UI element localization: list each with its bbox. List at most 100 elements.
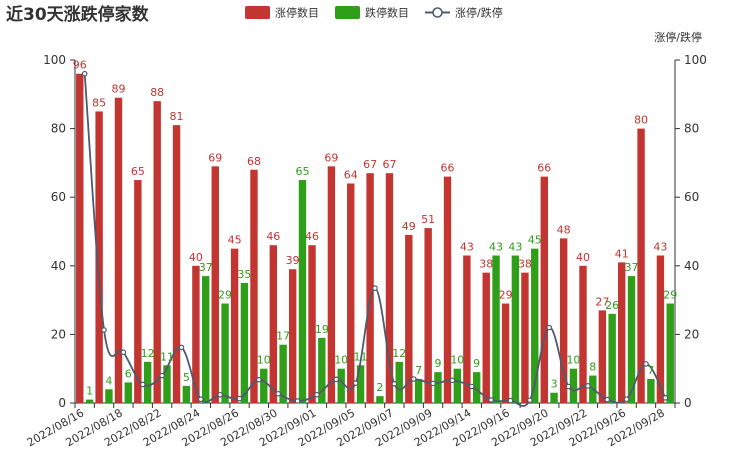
limit-down-bar <box>143 361 152 403</box>
legend-swatch-0 <box>245 6 270 19</box>
limit-up-value-label: 40 <box>189 251 203 264</box>
limit-down-value-label: 11 <box>160 350 174 363</box>
limit-down-bar <box>395 361 403 403</box>
limit-up-bar <box>153 101 161 403</box>
ratio-point <box>643 361 649 367</box>
limit-down-value-label: 5 <box>183 371 190 384</box>
limit-down-value-label: 9 <box>473 357 480 370</box>
limit-down-value-label: 10 <box>566 354 580 367</box>
ratio-point <box>468 383 475 390</box>
limit-down-value-label: 37 <box>199 261 213 274</box>
ratio-point <box>449 377 456 384</box>
limit-down-value-label: 7 <box>647 364 654 377</box>
limit-down-bar <box>279 344 287 403</box>
legend-swatch-1 <box>335 6 360 19</box>
ratio-point <box>333 376 340 383</box>
limit-up-value-label: 88 <box>150 86 164 99</box>
limit-down-value-label: 45 <box>528 234 542 247</box>
y-tick-label: 60 <box>51 190 66 204</box>
ratio-point <box>623 396 630 403</box>
limit-up-bar <box>637 128 645 403</box>
y-tick-label: 80 <box>51 122 66 136</box>
limit-up-bar <box>521 272 529 403</box>
limit-down-bar <box>337 368 345 403</box>
limit-down-bar <box>434 372 442 403</box>
limit-down-bar <box>531 248 539 403</box>
y2-tick-label: 60 <box>684 190 699 204</box>
limit-up-value-label: 80 <box>634 114 648 127</box>
ratio-point <box>198 396 204 403</box>
limit-up-value-label: 69 <box>208 151 222 164</box>
limit-up-bar <box>76 73 84 403</box>
ratio-point <box>178 344 185 351</box>
ratio-point <box>294 398 301 404</box>
limit-up-value-label: 43 <box>653 241 667 254</box>
limit-down-bar <box>550 392 558 403</box>
y-tick-label: 100 <box>43 53 66 67</box>
limit-up-value-label: 69 <box>324 151 338 164</box>
ratio-point <box>372 285 378 291</box>
limit-down-value-label: 9 <box>434 357 441 370</box>
limit-down-bar <box>260 368 268 403</box>
legend: 涨停数目 跌停数目 涨停/跌停 <box>245 6 503 20</box>
limit-down-bar <box>124 382 132 403</box>
y2-axis-title: 涨停/跌停 <box>654 30 702 44</box>
limit-up-bar <box>192 265 200 403</box>
ratio-point <box>585 383 591 389</box>
limit-up-bar <box>501 303 510 403</box>
limit-up-bar <box>405 234 413 403</box>
limit-down-bar <box>511 255 520 403</box>
limit-down-bar <box>221 303 229 403</box>
limit-up-value-label: 49 <box>402 220 416 233</box>
limit-up-value-label: 51 <box>421 213 435 226</box>
limit-up-bar <box>424 228 432 403</box>
limit-up-bar <box>327 166 336 403</box>
limit-up-bar <box>211 166 219 403</box>
legend-marker-2 <box>432 7 443 18</box>
ratio-point <box>430 380 436 387</box>
legend-label-1: 跌停数目 <box>365 6 409 20</box>
ratio-point <box>159 372 165 379</box>
limit-up-bar <box>443 176 452 403</box>
y-tick-label: 40 <box>51 259 66 273</box>
limit-up-value-label: 46 <box>266 230 280 243</box>
limit-down-bar <box>647 378 655 403</box>
y-tick-label: 20 <box>51 327 66 341</box>
limit-down-value-label: 19 <box>315 323 329 336</box>
limit-up-bar <box>250 169 258 403</box>
limit-up-value-label: 81 <box>170 110 184 123</box>
limit-down-value-label: 10 <box>450 354 464 367</box>
limit-up-bar <box>288 269 297 403</box>
ratio-point <box>546 324 552 331</box>
limit-down-value-label: 11 <box>354 350 368 363</box>
limit-down-value-label: 8 <box>589 361 596 374</box>
limit-up-bar <box>463 255 471 403</box>
limit-down-value-label: 12 <box>141 347 155 360</box>
limit-up-bar <box>618 262 626 403</box>
limit-down-value-label: 12 <box>392 347 406 360</box>
limit-up-value-label: 27 <box>595 295 609 308</box>
limit-down-value-label: 4 <box>105 374 112 387</box>
limit-up-value-label: 66 <box>537 162 551 175</box>
limit-up-bar <box>540 176 548 403</box>
limit-down-value-label: 10 <box>257 354 271 367</box>
limit-up-bar <box>579 265 587 403</box>
limit-up-bar <box>366 173 374 403</box>
limit-up-value-label: 29 <box>499 289 513 302</box>
limit-up-bar <box>482 272 490 403</box>
ratio-point <box>507 397 514 404</box>
ratio-point <box>217 391 223 398</box>
limit-down-bar <box>453 368 462 403</box>
limit-up-value-label: 39 <box>286 254 300 267</box>
limit-up-bar <box>347 183 355 403</box>
limit-up-value-label: 66 <box>441 162 455 175</box>
limit-down-bar <box>182 385 191 403</box>
limit-down-bar <box>356 365 365 403</box>
limit-up-value-label: 43 <box>460 241 474 254</box>
limit-up-bar <box>385 173 394 403</box>
limit-down-value-label: 37 <box>625 261 639 274</box>
limit-up-bar <box>114 97 123 403</box>
limit-down-value-label: 65 <box>295 165 309 178</box>
ratio-point <box>391 380 398 387</box>
